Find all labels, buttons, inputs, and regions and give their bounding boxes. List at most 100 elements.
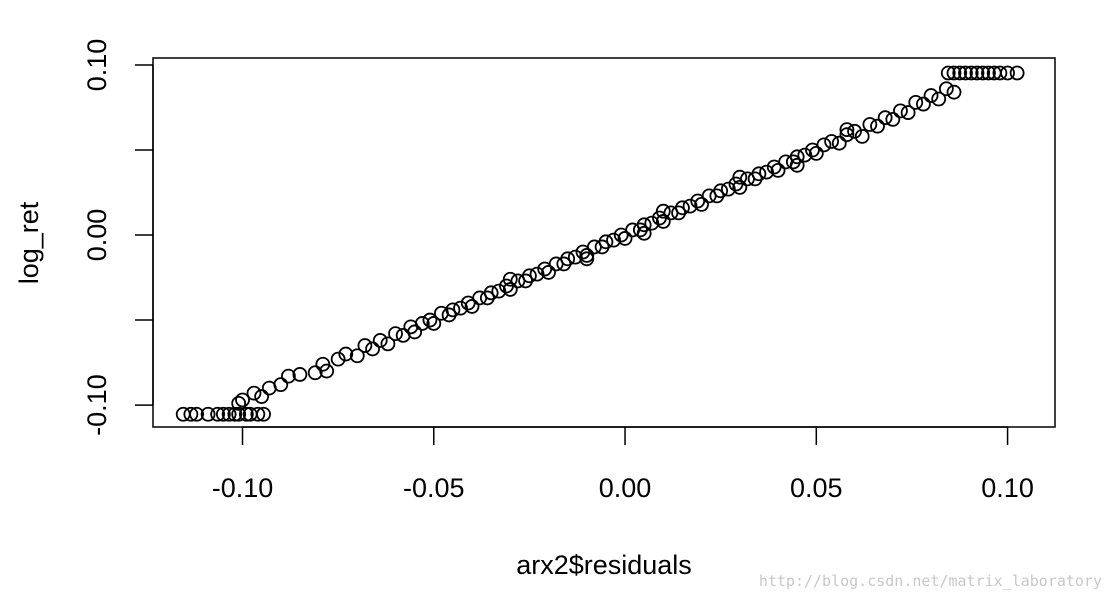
data-point — [975, 65, 991, 81]
x-tick-label: 0.00 — [599, 473, 652, 503]
data-point — [713, 183, 729, 199]
data-point — [189, 406, 205, 422]
data-point — [281, 368, 296, 384]
data-point — [963, 65, 979, 81]
data-point — [923, 88, 939, 103]
data-point — [445, 302, 461, 318]
data-point — [307, 365, 323, 381]
data-point — [981, 65, 996, 81]
data-point — [560, 251, 576, 267]
data-point — [349, 348, 365, 364]
data-point — [175, 406, 191, 422]
data-point — [759, 164, 774, 180]
data-point — [246, 385, 262, 401]
data-point — [808, 145, 824, 161]
data-point — [238, 406, 254, 422]
data-point — [831, 135, 847, 151]
data-point — [617, 231, 633, 246]
data-point — [502, 282, 518, 297]
data-point — [372, 333, 388, 348]
watermark: http://blog.csdn.net/matrix_laboratory — [759, 572, 1102, 590]
data-point — [256, 406, 271, 422]
data-point — [636, 225, 652, 241]
data-point — [529, 266, 545, 282]
data-point — [407, 324, 423, 340]
y-tick-label: 0.00 — [82, 209, 112, 262]
data-point — [636, 217, 652, 233]
data-point — [541, 265, 556, 280]
data-point — [598, 234, 614, 250]
data-point — [854, 128, 870, 144]
data-point — [210, 406, 226, 422]
data-point — [816, 137, 832, 153]
data-point — [453, 300, 468, 316]
data-point — [644, 215, 660, 231]
data-point — [789, 149, 805, 165]
x-tick-label: -0.10 — [212, 473, 274, 503]
data-point — [958, 65, 973, 81]
data-point — [797, 147, 813, 163]
data-point — [464, 299, 480, 314]
data-point — [938, 81, 954, 97]
data-point — [694, 197, 709, 212]
data-point — [732, 180, 748, 195]
data-point — [751, 166, 767, 182]
data-point — [893, 103, 908, 119]
data-point — [1009, 65, 1025, 81]
data-point — [606, 232, 621, 248]
data-point — [330, 351, 346, 367]
data-point — [254, 389, 270, 404]
x-tick-label: 0.10 — [981, 473, 1034, 503]
data-point — [483, 285, 499, 301]
y-tick-label: -0.10 — [82, 374, 112, 436]
data-point — [414, 316, 430, 331]
data-point — [579, 251, 595, 267]
data-point — [877, 110, 893, 126]
data-point — [422, 312, 438, 328]
plot-frame — [152, 57, 1056, 428]
data-point — [952, 65, 968, 81]
data-point — [675, 200, 690, 216]
data-point — [862, 117, 878, 132]
data-point — [231, 395, 247, 411]
data-point — [655, 214, 671, 229]
data-point — [655, 203, 671, 219]
data-point — [770, 163, 786, 178]
data-point — [502, 271, 518, 287]
data-point — [319, 363, 335, 379]
x-tick-label: 0.05 — [790, 473, 843, 503]
data-point — [969, 65, 985, 81]
data-point — [789, 157, 805, 173]
data-point — [839, 127, 855, 143]
data-point — [235, 392, 250, 408]
data-point — [491, 283, 507, 299]
y-axis: -0.10 0.00 0.10 — [82, 39, 154, 436]
data-point — [338, 346, 354, 362]
data-point — [200, 406, 216, 422]
data-point — [916, 96, 931, 112]
data-point — [908, 94, 924, 110]
data-point — [365, 341, 380, 357]
data-point — [250, 406, 266, 422]
data-point — [522, 268, 537, 284]
data-point — [720, 181, 736, 197]
x-tick-label: -0.05 — [403, 473, 465, 503]
data-point — [682, 198, 698, 214]
data-point — [273, 377, 289, 393]
x-axis-title: arx2$residuals — [516, 550, 692, 580]
data-point — [426, 316, 442, 331]
y-axis-title: log_ret — [14, 201, 44, 284]
data-point — [885, 111, 901, 127]
data-point — [946, 65, 962, 81]
data-point — [380, 336, 396, 352]
data-point — [292, 367, 308, 382]
x-axis: -0.10 -0.05 0.00 0.05 0.10 — [212, 426, 1034, 503]
points-layer — [175, 65, 1025, 422]
data-point — [732, 169, 748, 185]
data-point — [992, 65, 1008, 81]
y-tick-label: 0.10 — [82, 39, 112, 92]
data-point — [388, 326, 403, 342]
data-point — [870, 118, 885, 134]
data-point — [847, 123, 862, 139]
